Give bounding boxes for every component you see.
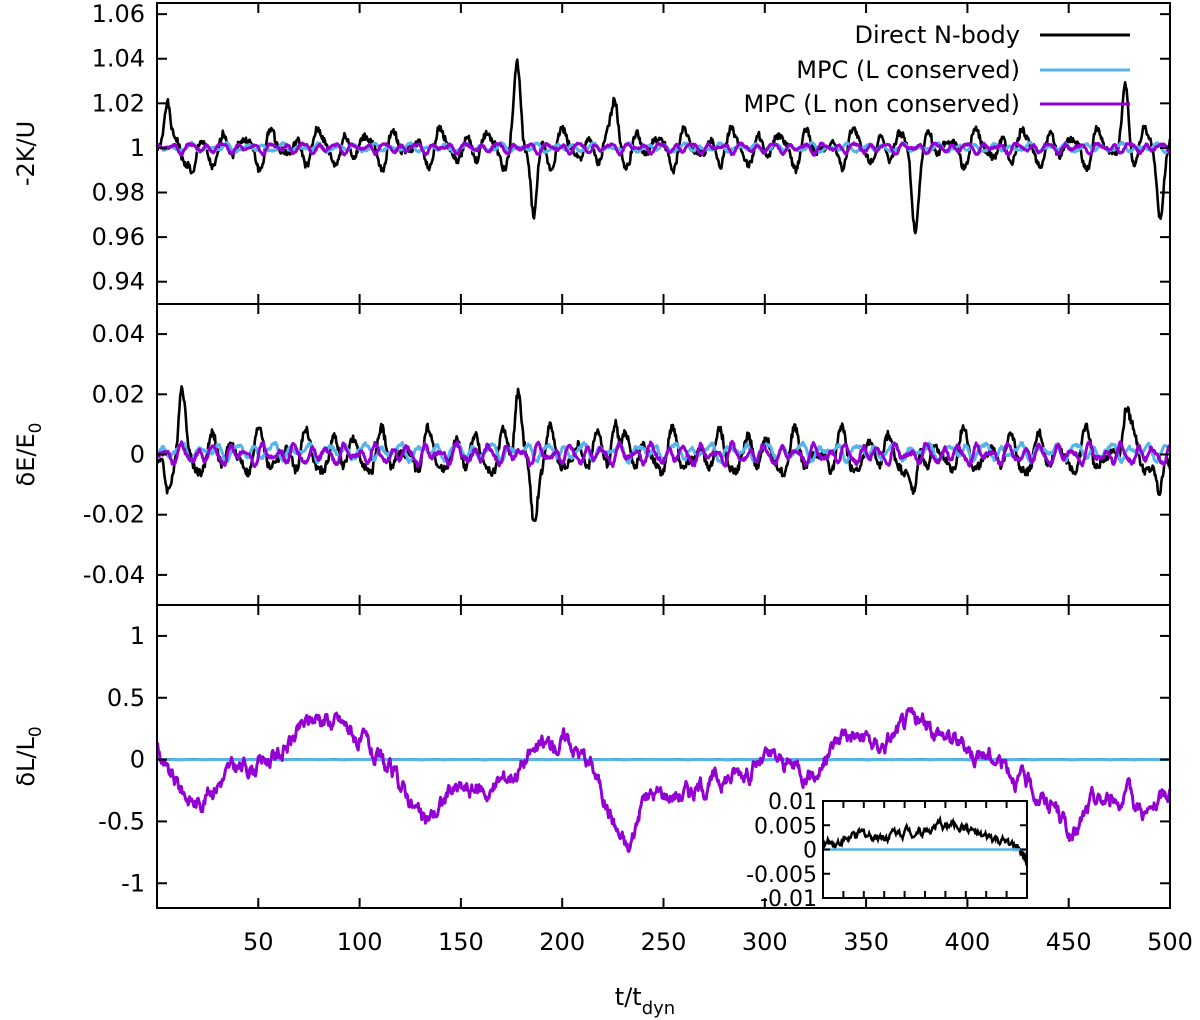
legend-label-0: Direct N-body xyxy=(855,21,1020,49)
ylabel-angmom: δL/L0 xyxy=(12,726,46,786)
inset-ytick-label-3: -0.005 xyxy=(746,863,817,888)
panels-layer: 0.94 0.96 0.98 1 1.02 1.04 1.06 -2K/U -0.04 -0.02… xyxy=(12,0,1172,909)
xtick-label-3: 200 xyxy=(539,928,585,956)
series-energy-0 xyxy=(155,385,1172,522)
xlabel-main: t/t xyxy=(615,983,642,1011)
inset-ytick-label-2: 0 xyxy=(803,839,817,864)
inset-ytick-label-0: 0.01 xyxy=(768,790,817,815)
ytick-label-energy-2: 0 xyxy=(130,441,145,469)
inset-ytick-label-1: 0.005 xyxy=(754,814,817,839)
panel-virial: 0.94 0.96 0.98 1 1.02 1.04 1.06 -2K/U xyxy=(12,0,1172,305)
ylabel-virial: -2K/U xyxy=(12,121,40,186)
legend: Direct N-body MPC (L conserved) MPC (L non… xyxy=(744,21,1130,118)
xtick-label-8: 450 xyxy=(1046,928,1092,956)
ylabel-main-virial: -2K/U xyxy=(12,121,40,186)
ytick-label-angmom-1: -0.5 xyxy=(98,807,145,835)
ylabel-main-energy: δE/E xyxy=(12,433,40,486)
series-virial-2 xyxy=(155,141,1172,157)
ytick-label-virial-1: 0.96 xyxy=(92,223,145,251)
ytick-label-energy-1: -0.02 xyxy=(83,501,145,529)
ytick-label-virial-3: 1 xyxy=(130,134,145,162)
ylabel-energy: δE/E0 xyxy=(12,423,46,487)
xtick-label-2: 150 xyxy=(438,928,484,956)
inset-series-0 xyxy=(822,814,1029,867)
ytick-label-energy-3: 0.02 xyxy=(92,380,145,408)
legend-label-1: MPC (L conserved) xyxy=(796,56,1020,84)
ytick-label-virial-5: 1.04 xyxy=(92,45,145,73)
xtick-label-4: 250 xyxy=(641,928,687,956)
ytick-label-virial-6: 1.06 xyxy=(92,0,145,28)
ytick-label-energy-0: -0.04 xyxy=(83,561,145,589)
xtick-label-7: 400 xyxy=(944,928,990,956)
xtick-label-0: 50 xyxy=(243,928,274,956)
series-energy-2 xyxy=(156,439,1172,469)
ytick-label-angmom-4: 1 xyxy=(130,622,145,650)
series-virial-0 xyxy=(155,58,1172,235)
ytick-label-angmom-0: -1 xyxy=(121,869,145,897)
x-axis: 50 100 150 200 250 300 350 400 450 500 t/tdyn xyxy=(243,928,1193,1019)
xtick-label-6: 350 xyxy=(843,928,889,956)
legend-label-2: MPC (L non conserved) xyxy=(744,90,1020,118)
ylabel-sub-energy: 0 xyxy=(26,423,46,434)
ytick-label-virial-4: 1.02 xyxy=(92,89,145,117)
ytick-label-angmom-3: 0.5 xyxy=(107,684,145,712)
xtick-label-1: 100 xyxy=(337,928,383,956)
series-angmom-2 xyxy=(155,706,1172,853)
xlabel-sub: dyn xyxy=(642,998,676,1019)
xtick-label-9: 500 xyxy=(1147,928,1193,956)
ylabel-sub-angmom: 0 xyxy=(26,726,46,737)
ytick-label-angmom-2: 0 xyxy=(130,746,145,774)
ytick-label-virial-2: 0.98 xyxy=(92,179,145,207)
ytick-label-virial-0: 0.94 xyxy=(92,268,145,296)
ylabel-main-angmom: δL/L xyxy=(12,737,40,787)
xlabel: t/tdyn xyxy=(615,983,675,1019)
xtick-label-5: 300 xyxy=(742,928,788,956)
inset-ytick-label-4: -0.01 xyxy=(760,887,817,912)
ytick-label-energy-4: 0.04 xyxy=(92,320,145,348)
